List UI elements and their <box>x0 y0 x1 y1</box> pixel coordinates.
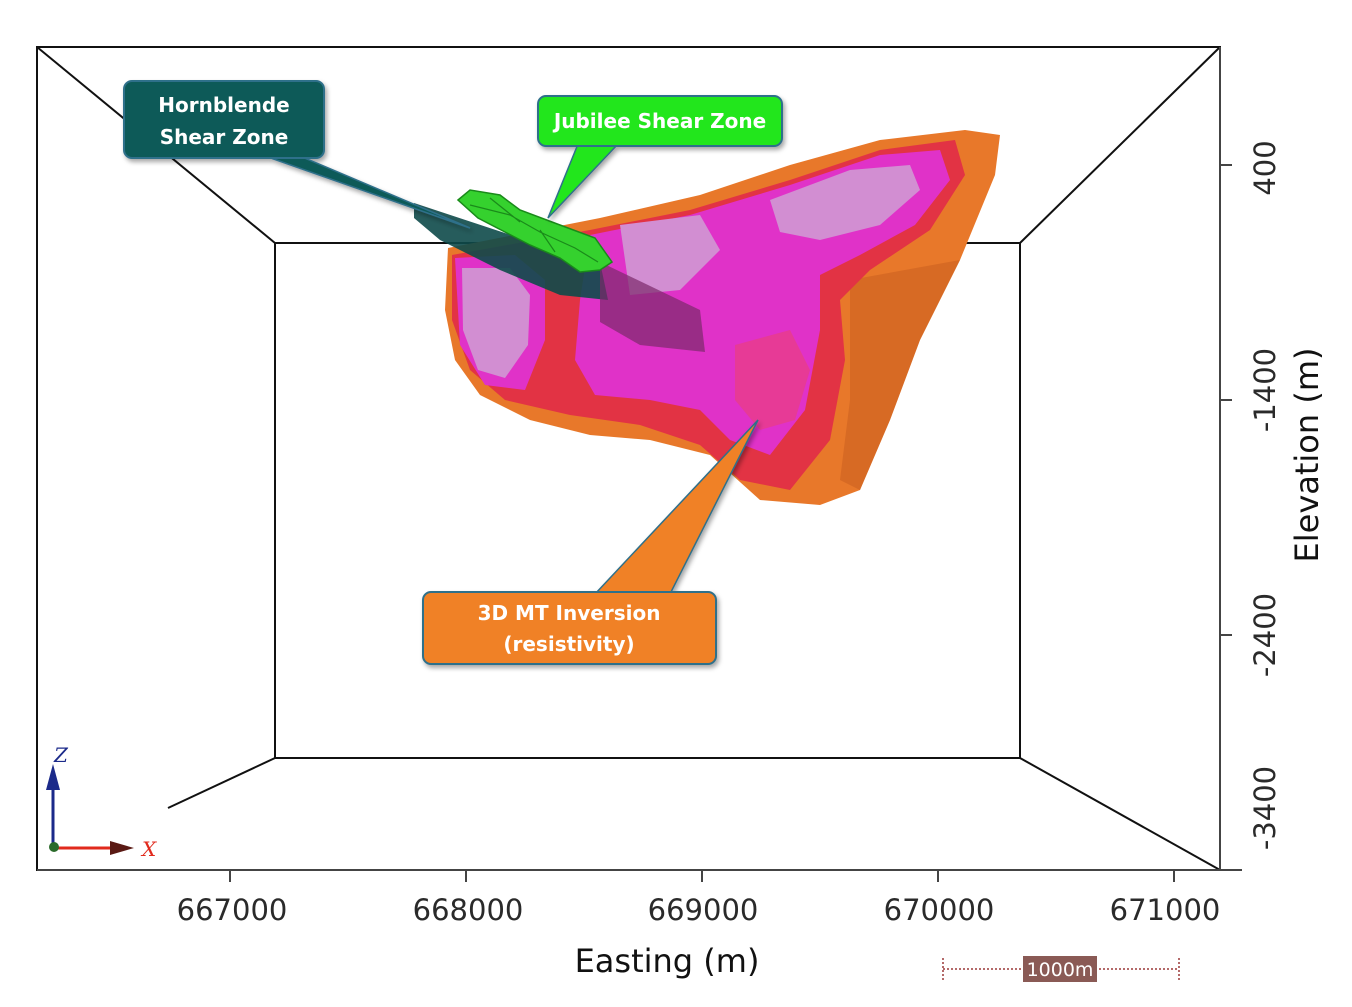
x-axis: 667000 668000 669000 670000 671000 Easti… <box>37 869 1242 980</box>
jubilee-callout: Jubilee Shear Zone <box>537 95 783 219</box>
mt-label-line1: 3D MT Inversion <box>478 601 661 625</box>
x-tick-label-1: 668000 <box>413 893 524 927</box>
triad-z-label: Z <box>53 743 69 767</box>
triad-x-label: X <box>140 837 157 861</box>
lavender-zone-mid <box>620 215 720 295</box>
jubilee-callout-box <box>537 95 783 147</box>
jubilee-shear-structure <box>456 189 614 273</box>
box-edge-br <box>1019 757 1221 871</box>
jubilee-callout-pointer <box>547 143 620 219</box>
outer-box <box>36 46 1221 871</box>
jubilee-label: Jubilee Shear Zone <box>552 109 766 133</box>
x-tick-label-4: 671000 <box>1110 893 1221 927</box>
y-axis: 400 -1400 -2400 -3400 Elevation (m) <box>1219 47 1326 870</box>
mt-callout: 3D MT Inversion (resistivity) <box>422 419 759 665</box>
box-edge-tr <box>1019 46 1221 244</box>
scale-bar-label: 1000m <box>1027 959 1094 981</box>
hornblende-plane-shape <box>414 203 608 300</box>
hornblende-shear-plane <box>414 203 705 352</box>
pink-core <box>735 330 810 430</box>
lavender-zone-left <box>462 268 530 378</box>
triad-z-arrowhead <box>46 764 60 790</box>
x-tick-label-3: 670000 <box>884 893 995 927</box>
lavender-zone-right <box>770 165 920 240</box>
orange-shading <box>840 260 960 490</box>
hornblende-callout-pointer <box>264 155 471 229</box>
scale-bar: 1000m <box>942 956 1180 982</box>
y-tick-label-0: 400 <box>1248 140 1282 195</box>
jubilee-detail <box>469 197 599 263</box>
bounding-box <box>36 46 1221 871</box>
orientation-triad: Z X <box>46 743 157 861</box>
mt-resistivity-body <box>445 130 1000 505</box>
y-axis-title: Elevation (m) <box>1288 348 1326 563</box>
x-tick-label-2: 669000 <box>648 893 759 927</box>
mt-label-line2: (resistivity) <box>503 632 634 656</box>
hornblende-callout-box <box>123 80 325 159</box>
y-tick-label-2: -2400 <box>1248 593 1282 677</box>
hornblende-label-line1: Hornblende <box>158 93 289 117</box>
jubilee-shape <box>456 189 614 273</box>
hornblende-callout: Hornblende Shear Zone <box>123 80 471 229</box>
triad-x-arrowhead <box>110 841 134 855</box>
hornblende-label-line2: Shear Zone <box>160 125 289 149</box>
triad-origin <box>49 842 59 852</box>
hornblende-plane-extension <box>600 262 705 352</box>
y-tick-label-1: -1400 <box>1248 348 1282 432</box>
scale-bar-label-bg <box>1023 956 1097 982</box>
mt-callout-box <box>422 591 717 665</box>
x-tick-label-0: 667000 <box>177 893 288 927</box>
box-edge-bl <box>167 757 276 809</box>
x-axis-title: Easting (m) <box>575 942 760 980</box>
y-tick-label-3: -3400 <box>1248 766 1282 850</box>
